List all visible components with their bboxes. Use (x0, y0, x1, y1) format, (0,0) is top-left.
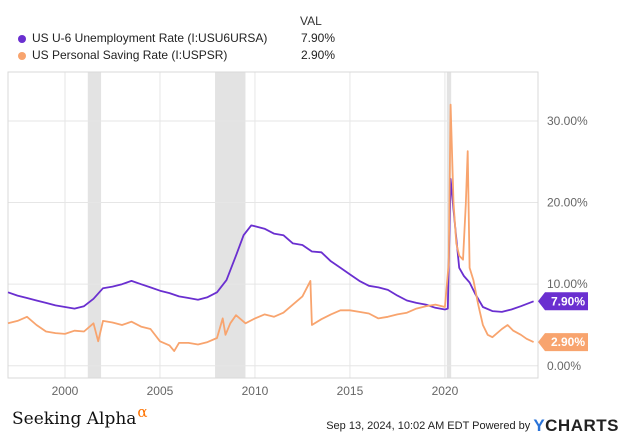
legend-value: 2.90% (300, 48, 335, 62)
end-value-label: 2.90% (551, 335, 585, 349)
end-value-flag (538, 292, 588, 311)
ycharts-logo[interactable]: YCHARTS (533, 416, 619, 435)
line-chart: 2000 2005 2010 2015 2020 0.00% 10.00% 20.00% 30.… (7, 71, 588, 398)
ycharts-y-mark: Y (533, 416, 546, 435)
seeking-alpha-logo[interactable]: Seeking Alphaα (12, 403, 148, 429)
legend-marker-u6 (18, 35, 26, 43)
x-tick-label: 2000 (52, 384, 79, 398)
x-tick-label: 2005 (147, 384, 174, 398)
footer-attribution: Sep 13, 2024, 10:02 AM EDT Powered by YC… (326, 416, 619, 436)
legend: VAL US U-6 Unemployment Rate (I:USU6URSA… (0, 0, 635, 70)
x-tick-label: 2015 (337, 384, 364, 398)
ycharts-wordmark: CHARTS (545, 416, 619, 435)
timestamp: Sep 13, 2024, 10:02 AM EDT Powered by (326, 420, 531, 432)
legend-item-u6-unemployment[interactable]: US U-6 Unemployment Rate (I:USU6URSA) 7.… (18, 31, 338, 47)
recession-band (87, 72, 102, 378)
series-line-personal-saving (7, 103, 534, 352)
plot-area (7, 71, 539, 379)
end-value-flag (538, 333, 588, 352)
legend-label: US U-6 Unemployment Rate (I:USU6URSA) (32, 31, 268, 45)
legend-label: US Personal Saving Rate (I:USPSR) (32, 48, 228, 62)
legend-marker-saving (18, 52, 26, 60)
y-tick-label: 0.00% (547, 359, 581, 373)
seeking-alpha-wordmark: Seeking Alpha (12, 409, 137, 429)
y-tick-label: 30.00% (547, 114, 588, 128)
legend-value: 7.90% (300, 31, 335, 45)
x-tick-label: 2010 (242, 384, 269, 398)
y-tick-label: 10.00% (547, 277, 588, 291)
end-value-label: 7.90% (551, 294, 585, 308)
series-line-u6-unemployment (7, 178, 534, 313)
y-tick-label: 20.00% (547, 196, 588, 210)
x-tick-label: 2020 (432, 384, 459, 398)
legend-value-header: VAL (300, 14, 322, 28)
alpha-icon: α (137, 403, 148, 421)
legend-item-personal-saving[interactable]: US Personal Saving Rate (I:USPSR) 2.90% (18, 48, 338, 64)
